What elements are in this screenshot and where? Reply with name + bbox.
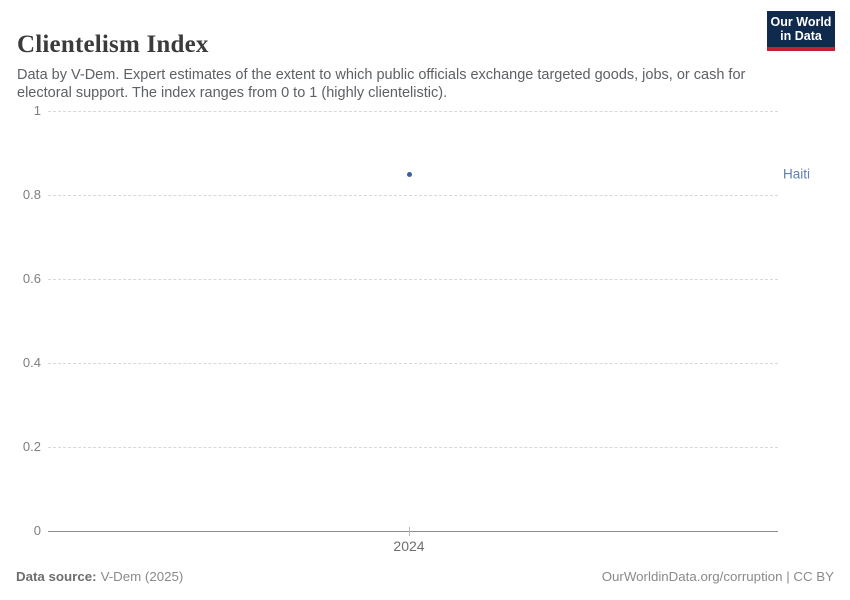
gridline (48, 363, 778, 364)
chart-subtitle: Data by V-Dem. Expert estimates of the e… (17, 66, 746, 102)
gridline (48, 195, 778, 196)
chart-title: Clientelism Index (17, 30, 209, 58)
owid-logo-text-line2: in Data (780, 29, 822, 43)
x-axis-line (48, 531, 778, 532)
y-tick-label: 0 (33, 523, 41, 538)
owid-logo-text-line1: Our World (770, 14, 832, 29)
data-point[interactable] (406, 171, 412, 177)
gridline (48, 279, 778, 280)
gridline (48, 447, 778, 448)
entity-label[interactable]: Haiti (783, 166, 811, 182)
x-tick (409, 527, 410, 536)
data-source-value: V-Dem (2025) (100, 569, 184, 584)
footer-credit-link[interactable]: OurWorldinData.org/corruption | CC BY (601, 569, 834, 584)
y-tick-label: 1 (33, 103, 41, 118)
y-tick-label: 0.6 (22, 271, 41, 286)
y-tick-label: 0.8 (22, 187, 41, 202)
footer-data-source: Data source: V-Dem (2025) (16, 569, 183, 584)
x-tick-label: 2024 (393, 538, 425, 554)
gridline (48, 111, 778, 112)
y-tick-label: 0.4 (22, 355, 41, 370)
data-source-label: Data source: (16, 569, 97, 584)
owid-logo: Our World in Data (767, 11, 835, 51)
y-tick-label: 0.2 (22, 439, 41, 454)
